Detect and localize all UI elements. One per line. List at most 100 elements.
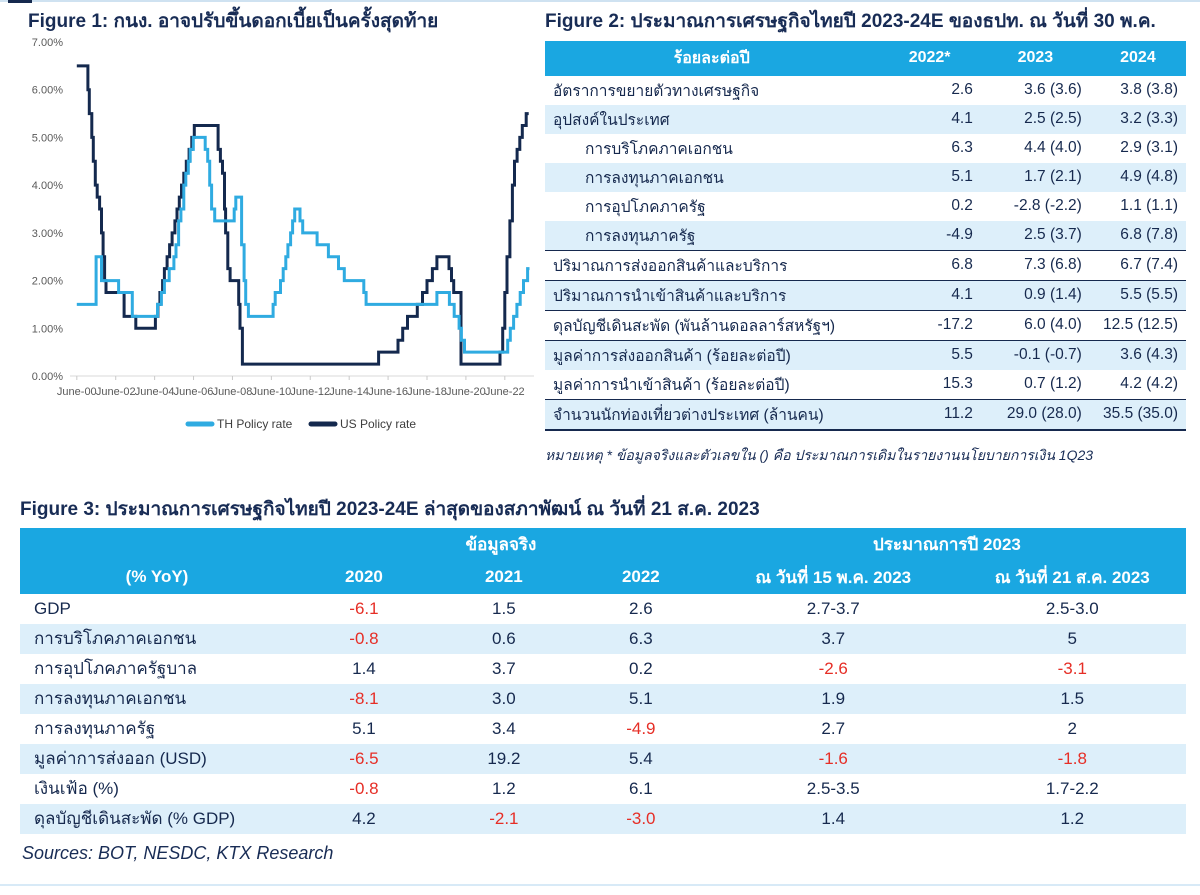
x-axis-label: June-16 [368,386,408,398]
row-value: 29.0 (28.0) [980,398,1090,430]
x-axis-label: June-14 [329,386,369,398]
table-row: การลงทุนภาครัฐ -4.9 2.5 (3.7) 6.8 (7.8) [545,220,1186,251]
row-value: 6.3 [629,628,653,648]
row-value: 5.5 [878,339,981,370]
row-value: 1.7-2.2 [1045,778,1099,798]
table-row: การลงทุนภาคเอกชน 5.1 1.7 (2.1) 4.9 (4.8) [545,162,1186,192]
row-value: 1.4 [352,658,376,678]
table-row: การบริโภคภาคเอกชน -0.8 0.6 6.3 3.7 5 [20,623,1186,654]
row-value: 1.7 (2.1) [1024,168,1082,186]
row-label: ปริมาณการนำเข้าสินค้าและบริการ [545,279,879,311]
row-value: 2.5-3.5 [806,778,860,798]
column-header-label: (% YoY) [20,560,294,594]
group-header: ข้อมูลจริง [294,527,708,561]
row-value: 1.2 [492,778,516,798]
row-value: -3.0 [626,808,656,828]
column-header-year: ณ วันที่ 21 ส.ค. 2023 [958,560,1186,594]
table-header-row: ร้อยละต่อปี 2022* 2023 2024 [545,40,1186,76]
row-value: 1.9 [821,688,846,708]
row-label: มูลค่าการส่งออก (USD) [34,749,207,769]
table-row: ดุลบัญชีเดินสะพัด (พันล้านดอลลาร์สหรัฐฯ)… [545,309,1186,341]
row-value: 0.2 [629,658,653,678]
row-value: 1.4 [821,808,846,828]
row-value: 0.7 (1.2) [1024,375,1082,393]
legend-label-th: TH Policy rate [217,417,293,431]
group-header: ประมาณการปี 2023 [707,527,1186,561]
row-value: 7.3 (6.8) [980,249,1090,281]
row-value: 6.8 (7.8) [1120,226,1178,244]
legend-label-us: US Policy rate [340,417,416,431]
row-label: จำนวนนักท่องเที่ยวต่างประเทศ (ล้านคน) [545,398,879,430]
x-axis-label: June-22 [485,386,525,398]
row-value: 2.6 [951,81,973,99]
row-value: 6.8 [878,249,981,281]
row-value: 4.4 (4.0) [1024,139,1082,157]
row-value: 11.2 [878,398,981,430]
row-label: การบริโภคภาคเอกชน [585,140,733,158]
row-label: การลงทุนภาครัฐ [585,227,696,245]
x-axis-label: June-02 [96,386,136,398]
row-value: 5.4 [629,748,653,768]
column-header-year: 2020 [294,560,434,594]
table-row: อัตราการขยายตัวทางเศรษฐกิจ 2.6 3.6 (3.6) 3.… [545,76,1186,105]
row-value: 3.7 [821,628,846,648]
row-label: การอุปโภคภาครัฐบาล [34,659,198,679]
figure2-title: Figure 2: ประมาณการเศรษฐกิจไทยปี 2023-24… [545,11,1156,32]
row-value: 2.5-3.0 [1045,598,1099,618]
figure3-panel: Figure 3: ประมาณการเศรษฐกิจไทยปี 2023-24… [20,498,1186,834]
table-row: การอุปโภคภาครัฐ 0.2 -2.8 (-2.2) 1.1 (1.1) [545,192,1186,221]
row-value: 6.1 [629,778,653,798]
top-divider [0,0,1200,2]
y-axis-label: 2.00% [32,275,63,287]
x-axis-label: June-20 [446,386,486,398]
row-value: -6.5 [349,748,379,768]
figure2-panel: Figure 2: ประมาณการเศรษฐกิจไทยปี 2023-24… [545,10,1186,467]
table-row: ดุลบัญชีเดินสะพัด (% GDP) 4.2 -2.1 -3.0 1.4 1… [20,803,1186,834]
row-label: การอุปโภคภาครัฐ [585,198,706,216]
table-row: การบริโภคภาคเอกชน 6.3 4.4 (4.0) 2.9 (3.1) [545,134,1186,163]
figure3-title: Figure 3: ประมาณการเศรษฐกิจไทยปี 2023-24… [20,499,760,520]
table-row: อุปสงค์ในประเทศ 4.1 2.5 (2.5) 3.2 (3.3) [545,104,1186,134]
table-row: มูลค่าการส่งออกสินค้า (ร้อยละต่อปี) 5.5 -0… [545,339,1186,370]
row-value: -3.1 [1057,658,1087,678]
column-header-year: ณ วันที่ 15 พ.ค. 2023 [707,560,959,594]
row-label: มูลค่าการนำเข้าสินค้า (ร้อยละต่อปี) [553,376,790,394]
column-header-year: 2024 [1089,40,1186,76]
row-value: 35.5 (35.0) [1089,398,1186,430]
table-row: ปริมาณการส่งออกสินค้าและบริการ 6.8 7.3 (6.… [545,249,1186,281]
row-value: 1.1 (1.1) [1120,197,1178,215]
column-header-year: 2021 [433,560,574,594]
row-value: 0.9 (1.4) [980,279,1090,311]
x-axis-label: June-00 [57,386,97,398]
table-row: การลงทุนภาครัฐ 5.1 3.4 -4.9 2.7 2 [20,714,1186,744]
row-label: อุปสงค์ในประเทศ [553,111,670,129]
row-value: 3.8 (3.8) [1120,81,1178,99]
row-value: 1.5 [492,598,516,618]
row-value: 1.2 [1060,808,1085,828]
row-value: -4.9 [626,718,656,738]
row-value: 0.2 [951,197,973,215]
row-value: 19.2 [487,748,521,768]
column-header-year: 2022 [573,560,708,594]
row-value: 6.0 (4.0) [980,309,1090,341]
legend: TH Policy rate US Policy rate [185,417,416,431]
y-axis-label: 0.00% [32,371,63,383]
table-row: GDP -6.1 1.5 2.6 2.7-3.7 2.5-3.0 [20,594,1186,624]
row-value: -1.8 [1057,748,1087,768]
group-header [20,527,294,561]
bot-forecast-table: ร้อยละต่อปี 2022* 2023 2024 อัตราการขยายตัว… [545,40,1186,431]
row-label: GDP [34,598,71,618]
row-value: 3.0 [492,688,516,708]
column-header-label: ร้อยละต่อปี [545,40,879,76]
x-axis-label: June-08 [213,386,253,398]
row-value: -6.1 [349,598,379,618]
row-value: 4.9 (4.8) [1120,168,1178,186]
row-value: 4.1 [878,279,981,311]
row-value: 0.6 [492,628,516,648]
table-row: มูลค่าการนำเข้าสินค้า (ร้อยละต่อปี) 15.3 0… [545,370,1186,400]
table-group-header-row: ข้อมูลจริง ประมาณการปี 2023 [20,527,1186,561]
y-axis-label: 3.00% [32,228,63,240]
row-label: ดุลบัญชีเดินสะพัด (พันล้านดอลลาร์สหรัฐฯ) [545,309,879,341]
row-value: 3.6 (3.6) [1024,81,1082,99]
policy-rate-chart: 0.00% 1.00% 2.00% 3.00% 4.00% 5.00% 6.00% 7.00%… [28,36,542,443]
